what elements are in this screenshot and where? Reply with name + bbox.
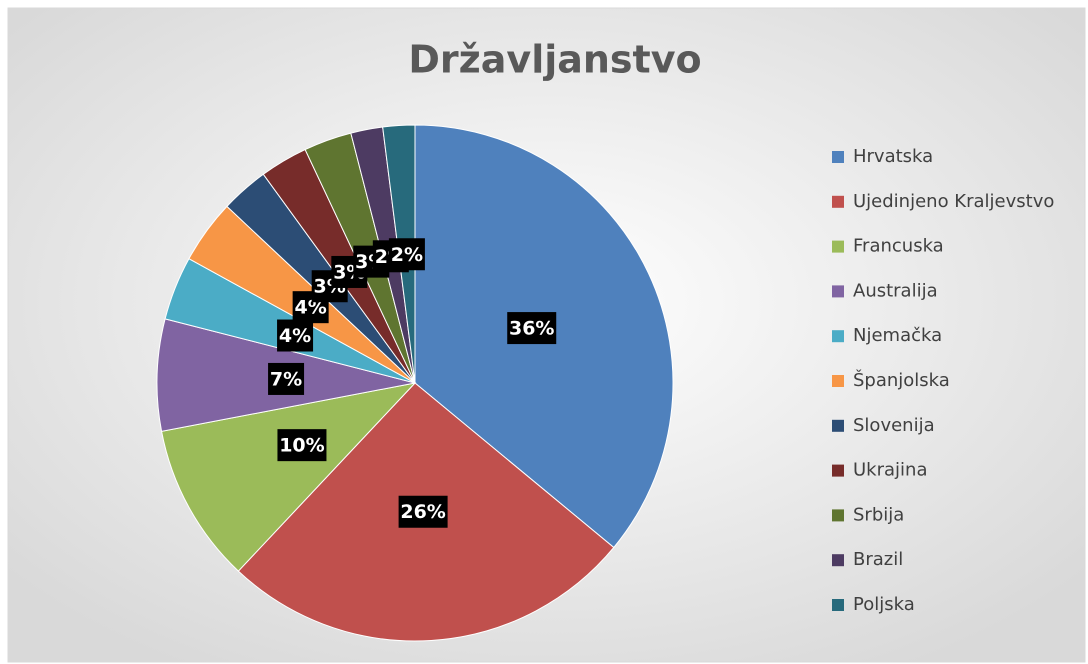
legend-swatch [832, 509, 844, 522]
legend-label: Njemačka [853, 325, 942, 346]
legend-swatch [832, 599, 844, 611]
legend-swatch [832, 240, 844, 253]
pie-slice [160, 382, 417, 572]
legend-label: Australija [853, 280, 938, 301]
legend-label: Ukrajina [853, 460, 927, 481]
legend-swatch [832, 375, 844, 387]
data-label: 36% [509, 318, 554, 340]
data-label-box [507, 312, 557, 345]
legend-label: Hrvatska [853, 146, 933, 167]
data-label-box [388, 238, 425, 271]
data-label-box [277, 319, 314, 352]
chart-title: Državljanstvo [408, 38, 701, 82]
legend-swatch [832, 464, 844, 477]
legend-swatch [832, 419, 844, 432]
data-label-box [277, 429, 327, 462]
legend-swatch [832, 285, 844, 298]
legend-label: Ujedinjeno Kraljevstvo [853, 191, 1054, 212]
legend-label: Francuska [853, 236, 944, 257]
data-label-box [268, 362, 305, 395]
data-label-box [398, 495, 448, 528]
data-label: 4% [279, 325, 311, 347]
legend-label: Slovenija [853, 415, 935, 436]
legend-label: Španjolska [853, 369, 950, 391]
legend-label: Poljska [853, 594, 915, 615]
data-label: 10% [279, 435, 324, 457]
legend-swatch [832, 330, 844, 343]
data-label: 26% [400, 501, 445, 523]
legend-label: Srbija [853, 504, 904, 525]
legend-swatch [832, 151, 844, 163]
legend-swatch [832, 554, 844, 567]
legend-swatch [832, 195, 844, 208]
legend-label: Brazil [853, 549, 903, 570]
data-label: 2% [391, 244, 423, 266]
data-label: 7% [270, 368, 302, 390]
